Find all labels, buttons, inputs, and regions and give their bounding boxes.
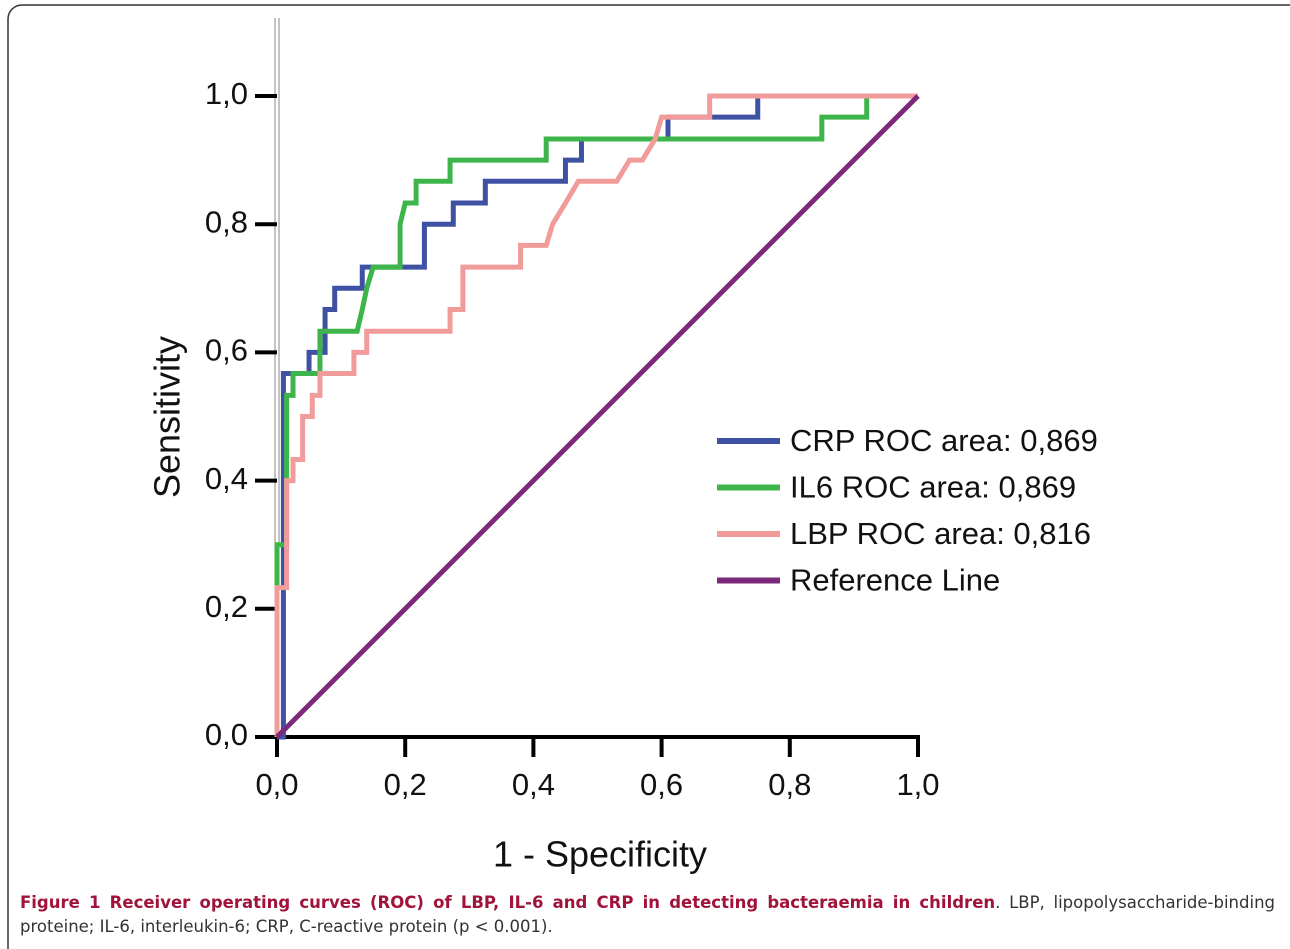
y-tick-label: 0,8 <box>205 204 248 239</box>
x-tick-label: 0,8 <box>768 767 811 802</box>
caption-text: . LBP, lipopolysaccharide-binding protei… <box>20 893 1276 936</box>
y-tick-label: 0,4 <box>205 461 248 496</box>
y-axis-label: Sensitivity <box>147 336 188 498</box>
y-tick-label: 0,2 <box>205 589 248 624</box>
caption-title: Figure 1 Receiver operating curves (ROC)… <box>20 893 996 912</box>
x-tick-label: 1,0 <box>896 767 939 802</box>
y-tick-label: 0,0 <box>205 717 248 752</box>
y-tick-label: 1,0 <box>205 76 248 111</box>
x-tick-label: 0,4 <box>512 767 555 802</box>
roc-line <box>275 94 920 739</box>
y-tick-label: 0,6 <box>205 333 248 368</box>
x-tick-label: 0,2 <box>384 767 427 802</box>
x-tick-label: 0,0 <box>255 767 298 802</box>
legend-label: IL6 ROC area: 0,869 <box>790 470 1076 505</box>
legend-label: LBP ROC area: 0,816 <box>790 516 1091 551</box>
x-tick-label: 0,6 <box>640 767 683 802</box>
legend-label: Reference Line <box>790 563 1000 598</box>
legend-label: CRP ROC area: 0,869 <box>790 423 1098 458</box>
x-axis-label: 1 - Specificity <box>493 834 707 875</box>
frame <box>7 4 1290 949</box>
caption: Figure 1 Receiver operating curves (ROC)… <box>20 891 1275 939</box>
roc-line <box>274 93 918 737</box>
roc-line <box>274 93 918 737</box>
